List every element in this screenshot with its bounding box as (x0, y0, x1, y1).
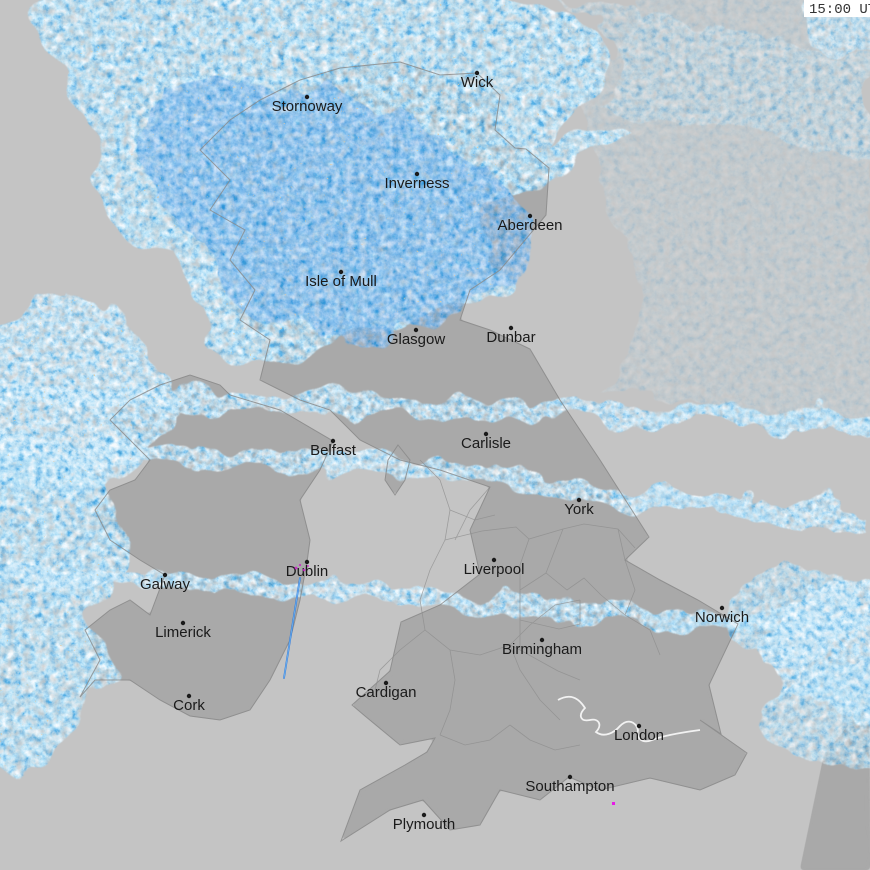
svg-text:Wick: Wick (461, 74, 494, 91)
svg-text:Cork: Cork (173, 697, 205, 714)
svg-text:Carlisle: Carlisle (461, 435, 511, 452)
svg-text:Southampton: Southampton (525, 778, 614, 795)
svg-text:Belfast: Belfast (310, 442, 357, 459)
svg-text:London: London (614, 727, 664, 744)
svg-text:Dunbar: Dunbar (486, 329, 535, 346)
svg-text:Glasgow: Glasgow (387, 331, 446, 348)
svg-text:Isle of Mull: Isle of Mull (305, 273, 377, 290)
svg-text:Cardigan: Cardigan (356, 684, 417, 701)
svg-text:Inverness: Inverness (384, 175, 449, 192)
svg-text:Limerick: Limerick (155, 624, 211, 641)
svg-text:Aberdeen: Aberdeen (497, 217, 562, 234)
svg-text:15:00 UTC: 15:00 UTC (809, 2, 870, 18)
svg-text:Norwich: Norwich (695, 609, 749, 626)
svg-text:York: York (564, 501, 594, 518)
svg-text:Birmingham: Birmingham (502, 641, 582, 658)
svg-text:Plymouth: Plymouth (393, 816, 456, 833)
svg-text:Galway: Galway (140, 576, 191, 593)
svg-text:Dublin: Dublin (286, 563, 329, 580)
svg-text:Liverpool: Liverpool (464, 561, 525, 578)
svg-text:Stornoway: Stornoway (272, 98, 343, 115)
